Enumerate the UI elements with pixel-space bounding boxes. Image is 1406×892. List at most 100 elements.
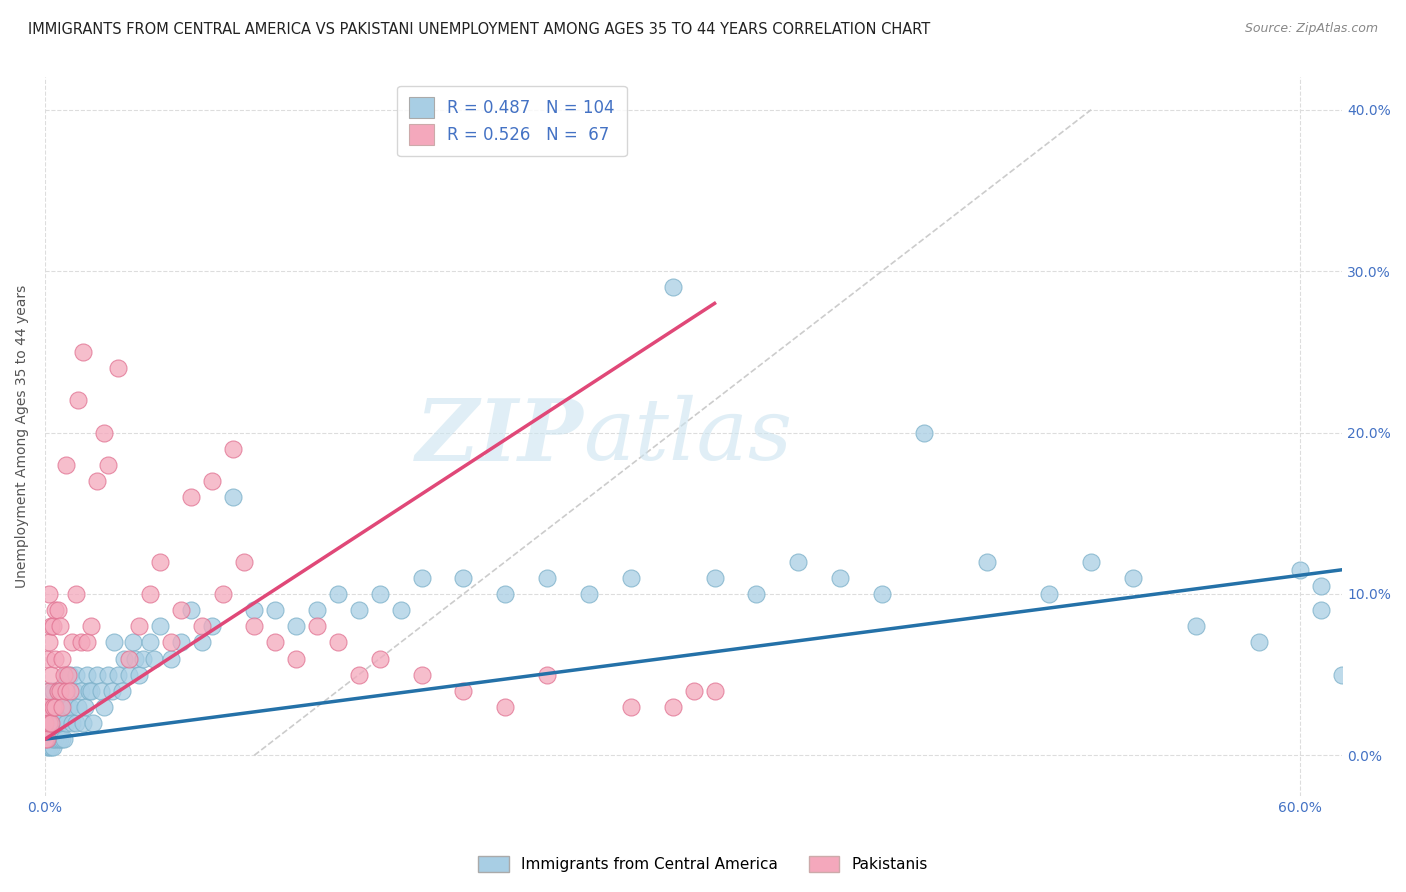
Point xyxy=(149,555,172,569)
Point xyxy=(34,700,56,714)
Point xyxy=(63,683,86,698)
Point xyxy=(59,700,82,714)
Point xyxy=(661,700,683,714)
Point xyxy=(536,571,558,585)
Point xyxy=(80,683,103,698)
Point xyxy=(44,700,66,714)
Point xyxy=(1080,555,1102,569)
Point xyxy=(107,361,129,376)
Text: IMMIGRANTS FROM CENTRAL AMERICA VS PAKISTANI UNEMPLOYMENT AMONG AGES 35 TO 44 YE: IMMIGRANTS FROM CENTRAL AMERICA VS PAKIS… xyxy=(28,22,931,37)
Point xyxy=(55,716,77,731)
Point xyxy=(34,716,56,731)
Point xyxy=(46,732,69,747)
Point xyxy=(243,603,266,617)
Point xyxy=(86,474,108,488)
Point xyxy=(368,651,391,665)
Point xyxy=(114,651,136,665)
Text: Source: ZipAtlas.com: Source: ZipAtlas.com xyxy=(1244,22,1378,36)
Point xyxy=(52,732,75,747)
Point xyxy=(59,683,82,698)
Point xyxy=(1184,619,1206,633)
Point xyxy=(38,635,60,649)
Point xyxy=(201,474,224,488)
Point xyxy=(72,344,94,359)
Point xyxy=(211,587,233,601)
Point xyxy=(48,683,70,698)
Point xyxy=(73,700,96,714)
Point xyxy=(39,716,62,731)
Point xyxy=(159,651,181,665)
Point xyxy=(1310,603,1333,617)
Point xyxy=(222,490,245,504)
Point xyxy=(128,667,150,681)
Point xyxy=(870,587,893,601)
Point xyxy=(93,700,115,714)
Point xyxy=(191,619,214,633)
Point xyxy=(67,700,90,714)
Point xyxy=(52,667,75,681)
Point xyxy=(39,619,62,633)
Point xyxy=(149,619,172,633)
Point xyxy=(411,667,433,681)
Point xyxy=(703,683,725,698)
Legend: R = 0.487   N = 104, R = 0.526   N =  67: R = 0.487 N = 104, R = 0.526 N = 67 xyxy=(398,86,627,156)
Point xyxy=(347,603,370,617)
Point xyxy=(39,716,62,731)
Y-axis label: Unemployment Among Ages 35 to 44 years: Unemployment Among Ages 35 to 44 years xyxy=(15,285,30,588)
Point xyxy=(35,740,58,755)
Point xyxy=(55,667,77,681)
Point xyxy=(124,651,146,665)
Point xyxy=(59,667,82,681)
Point xyxy=(411,571,433,585)
Point xyxy=(86,667,108,681)
Point xyxy=(34,732,56,747)
Point xyxy=(44,651,66,665)
Point xyxy=(976,555,998,569)
Point xyxy=(201,619,224,633)
Point xyxy=(142,651,165,665)
Point xyxy=(368,587,391,601)
Point xyxy=(55,458,77,472)
Point xyxy=(80,619,103,633)
Point xyxy=(97,458,120,472)
Point xyxy=(103,635,125,649)
Point xyxy=(51,700,73,714)
Text: atlas: atlas xyxy=(583,395,793,478)
Point xyxy=(38,700,60,714)
Point xyxy=(44,716,66,731)
Point xyxy=(39,667,62,681)
Point xyxy=(101,683,124,698)
Point xyxy=(1331,667,1354,681)
Point xyxy=(232,555,254,569)
Point xyxy=(38,683,60,698)
Point xyxy=(170,635,193,649)
Point xyxy=(69,683,91,698)
Point xyxy=(65,716,87,731)
Point xyxy=(1122,571,1144,585)
Point xyxy=(285,619,308,633)
Point xyxy=(138,587,160,601)
Point xyxy=(46,716,69,731)
Point xyxy=(111,683,134,698)
Point xyxy=(682,683,704,698)
Point xyxy=(536,667,558,681)
Point xyxy=(38,587,60,601)
Point xyxy=(44,732,66,747)
Point xyxy=(38,716,60,731)
Point xyxy=(703,571,725,585)
Point xyxy=(56,700,79,714)
Point xyxy=(51,700,73,714)
Point xyxy=(38,732,60,747)
Point xyxy=(1310,579,1333,593)
Point xyxy=(35,732,58,747)
Point xyxy=(132,651,155,665)
Point xyxy=(82,716,104,731)
Point xyxy=(347,667,370,681)
Point xyxy=(243,619,266,633)
Point xyxy=(48,683,70,698)
Point xyxy=(44,603,66,617)
Point xyxy=(46,683,69,698)
Point xyxy=(787,555,810,569)
Point xyxy=(326,587,349,601)
Point xyxy=(72,716,94,731)
